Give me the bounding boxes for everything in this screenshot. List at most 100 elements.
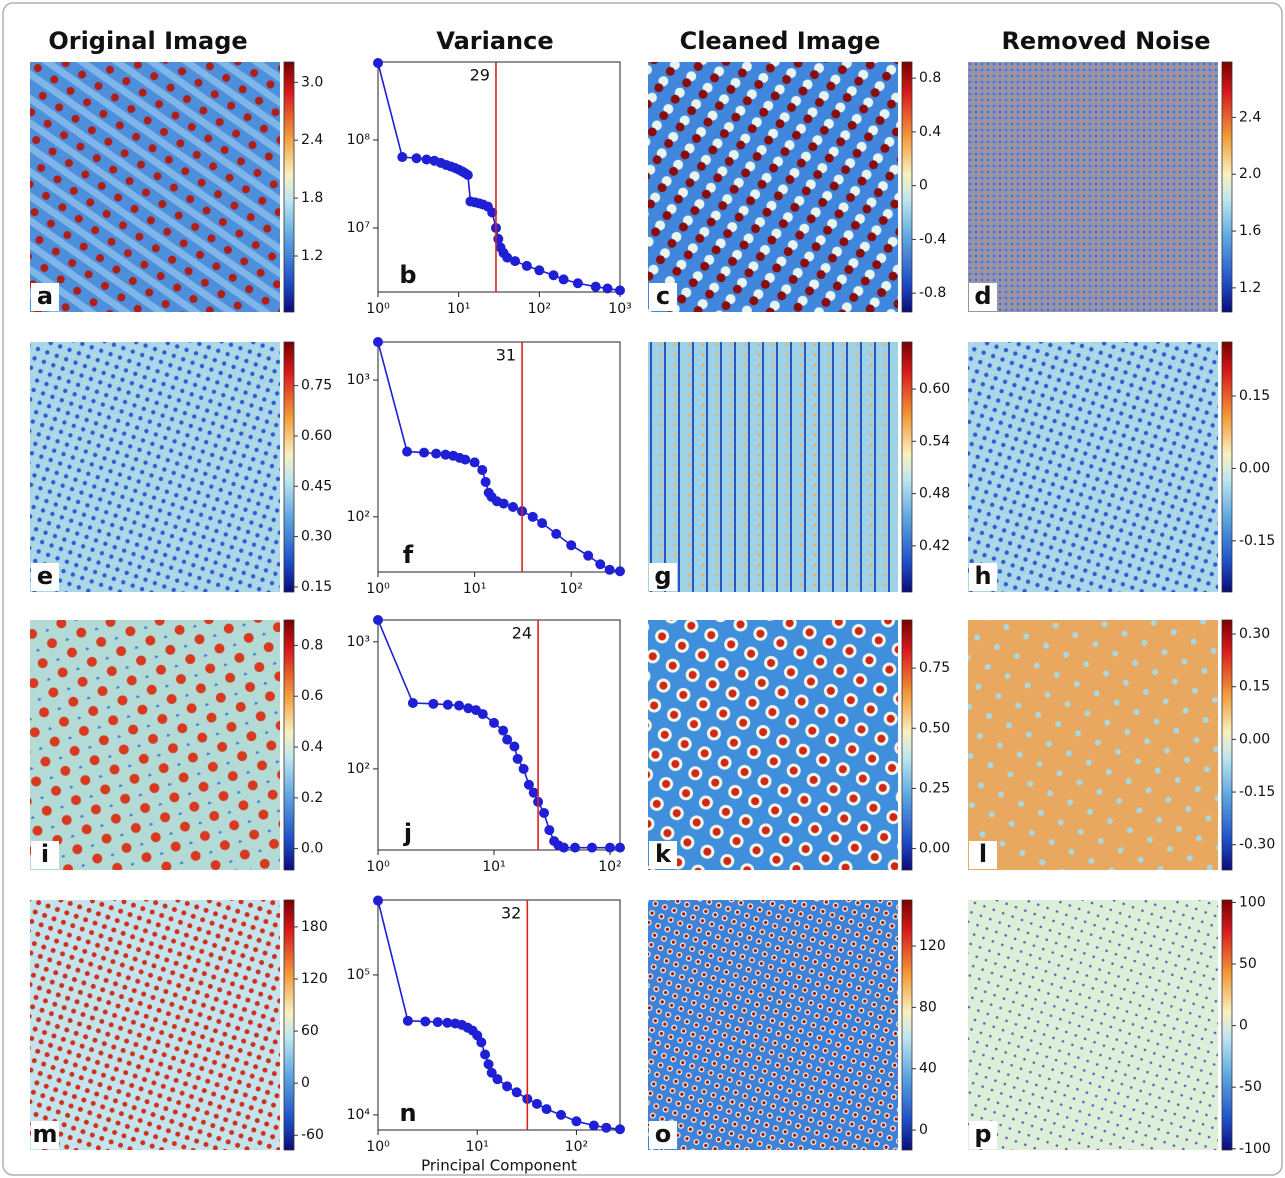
x-axis-label: Principal Component	[421, 1157, 577, 1175]
point	[551, 528, 562, 539]
panel-label: p	[974, 1120, 991, 1148]
point	[544, 825, 555, 836]
colorbar	[283, 61, 295, 313]
point	[480, 476, 491, 487]
point	[502, 252, 513, 263]
point	[480, 1049, 491, 1060]
x-tick-label: 10²	[565, 1139, 588, 1155]
cutoff-annotation: 24	[512, 624, 532, 643]
colorbar-tick-label: 180	[301, 919, 328, 935]
image	[648, 342, 898, 592]
cutoff-annotation: 31	[496, 346, 516, 365]
point	[502, 734, 513, 745]
plot-area	[377, 61, 621, 293]
point	[428, 698, 439, 709]
point	[541, 1104, 552, 1115]
point	[510, 256, 521, 267]
colorbar-tick-label: 80	[919, 999, 937, 1015]
panel-label: c	[656, 282, 670, 310]
point	[420, 1016, 431, 1027]
point	[615, 842, 625, 853]
x-tick-label: 10¹	[482, 859, 505, 875]
panel-label: n	[399, 1099, 416, 1127]
colorbar-tick-label: -0.30	[1239, 837, 1275, 853]
colorbar-tick-label: 0.15	[1239, 679, 1270, 695]
point	[487, 207, 498, 218]
point	[498, 725, 509, 736]
colorbar-tick-label: 0.60	[301, 428, 332, 444]
panel-label-box	[969, 841, 997, 869]
point	[534, 265, 545, 276]
point	[571, 1116, 582, 1127]
point	[373, 895, 383, 906]
y-tick-label: 10³	[347, 634, 370, 650]
column-title: Original Image	[48, 27, 247, 55]
colorbar-tick-label: 0.45	[301, 478, 332, 494]
point	[477, 465, 488, 476]
colorbar-tick-label: 0.2	[301, 790, 323, 806]
panel-label: o	[655, 1120, 672, 1148]
x-tick-label: 10⁰	[366, 301, 390, 317]
point	[442, 1017, 453, 1028]
panel-label: i	[41, 840, 49, 868]
colorbar-tick-label: 40	[919, 1061, 937, 1077]
x-tick-label: 10¹	[447, 301, 470, 317]
point	[488, 717, 499, 728]
point	[419, 447, 430, 458]
column-title: Removed Noise	[1001, 27, 1210, 55]
cutoff-annotation: 32	[501, 904, 521, 923]
colorbar-tick-label: 60	[301, 1023, 319, 1039]
point	[502, 1081, 513, 1092]
point	[463, 703, 474, 714]
plot-area	[377, 899, 621, 1131]
point	[402, 1015, 413, 1026]
panel-label: a	[37, 282, 53, 310]
panel-label: j	[403, 819, 412, 847]
colorbar-tick-label: 0.25	[919, 780, 950, 796]
colorbar	[283, 899, 295, 1151]
x-tick-label: 10⁰	[366, 1139, 390, 1155]
colorbar-tick-label: -0.15	[1239, 533, 1275, 549]
point	[432, 1017, 443, 1028]
point	[604, 564, 615, 575]
colorbar-tick-label: 1.8	[301, 190, 323, 206]
image	[968, 342, 1218, 592]
colorbar-tick-label: 0.75	[301, 378, 332, 394]
colorbar-tick-label: -0.15	[1239, 784, 1275, 800]
cutoff-annotation: 29	[470, 66, 490, 85]
panel-label-box	[649, 841, 677, 869]
point	[512, 753, 523, 764]
colorbar-tick-label: 2.4	[1239, 109, 1261, 125]
point	[558, 842, 569, 853]
colorbar-tick-label: 0.60	[919, 381, 950, 397]
x-tick-label: 10¹	[465, 1139, 488, 1155]
point	[590, 281, 601, 292]
point	[595, 559, 606, 570]
x-tick-label: 10²	[559, 581, 582, 597]
panel-label: b	[399, 261, 416, 289]
point	[601, 1122, 612, 1133]
colorbar-tick-label: -100	[1239, 1141, 1271, 1157]
panel-label: h	[974, 562, 991, 590]
colorbar-tick-label: 2.0	[1239, 166, 1261, 182]
colorbar	[901, 61, 913, 313]
point	[454, 700, 465, 711]
y-tick-label: 10³	[347, 372, 370, 388]
point	[558, 274, 569, 285]
point	[498, 498, 509, 509]
x-tick-label: 10⁰	[366, 581, 390, 597]
point	[373, 337, 383, 347]
point	[476, 1037, 487, 1048]
colorbar-tick-label: 0.15	[301, 579, 332, 595]
point	[615, 1124, 625, 1135]
colorbar-tick-label: 0.6	[301, 688, 323, 704]
point	[570, 842, 581, 853]
colorbar-tick-label: 1.2	[1239, 280, 1261, 296]
image	[648, 620, 898, 870]
panel-label: g	[654, 562, 671, 590]
point	[402, 446, 413, 457]
colorbar	[1221, 61, 1233, 313]
point	[556, 1109, 567, 1120]
colorbar-tick-label: 0.50	[919, 720, 950, 736]
